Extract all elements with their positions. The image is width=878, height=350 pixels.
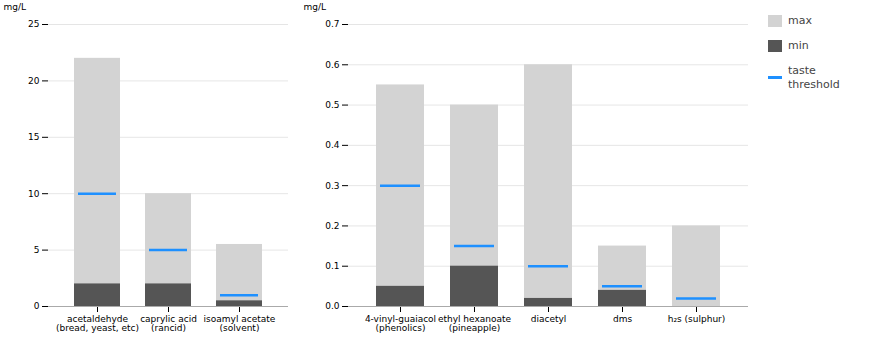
svg-text:0.6: 0.6 xyxy=(325,60,340,70)
svg-text:0.3: 0.3 xyxy=(325,181,339,191)
svg-text:ethyl hexanoate(pineapple): ethyl hexanoate(pineapple) xyxy=(438,314,512,333)
svg-text:isoamyl acetate(solvent): isoamyl acetate(solvent) xyxy=(204,314,276,333)
svg-text:0.0: 0.0 xyxy=(325,301,340,311)
svg-text:h₂s (sulphur): h₂s (sulphur) xyxy=(668,314,726,324)
html-text:max: max xyxy=(788,14,812,27)
svg-text:0: 0 xyxy=(34,301,40,311)
svg-text:4-vinyl-guaiacol(phenolics): 4-vinyl-guaiacol(phenolics) xyxy=(365,314,436,333)
svg-text:25: 25 xyxy=(28,19,39,29)
svg-text:caprylic acid(rancid): caprylic acid(rancid) xyxy=(140,314,197,333)
svg-text:0.4: 0.4 xyxy=(325,140,340,150)
svg-text:0.7: 0.7 xyxy=(325,19,339,29)
svg-text:mg/L: mg/L xyxy=(4,2,27,12)
html-text:taste threshold: taste threshold xyxy=(788,64,840,91)
svg-text:acetaldehyde(bread, yeast, etc: acetaldehyde(bread, yeast, etc) xyxy=(56,314,139,333)
svg-text:0.5: 0.5 xyxy=(325,100,339,110)
svg-text:diacetyl: diacetyl xyxy=(531,314,567,324)
svg-text:15: 15 xyxy=(28,132,39,142)
svg-text:10: 10 xyxy=(28,189,40,199)
svg-text:mg/L: mg/L xyxy=(304,2,327,12)
svg-text:0.1: 0.1 xyxy=(325,261,339,271)
svg-text:dms: dms xyxy=(613,314,632,324)
svg-text:0.2: 0.2 xyxy=(325,221,339,231)
html-text:min: min xyxy=(788,39,809,53)
svg-text:20: 20 xyxy=(28,76,40,86)
svg-text:5: 5 xyxy=(34,245,40,255)
